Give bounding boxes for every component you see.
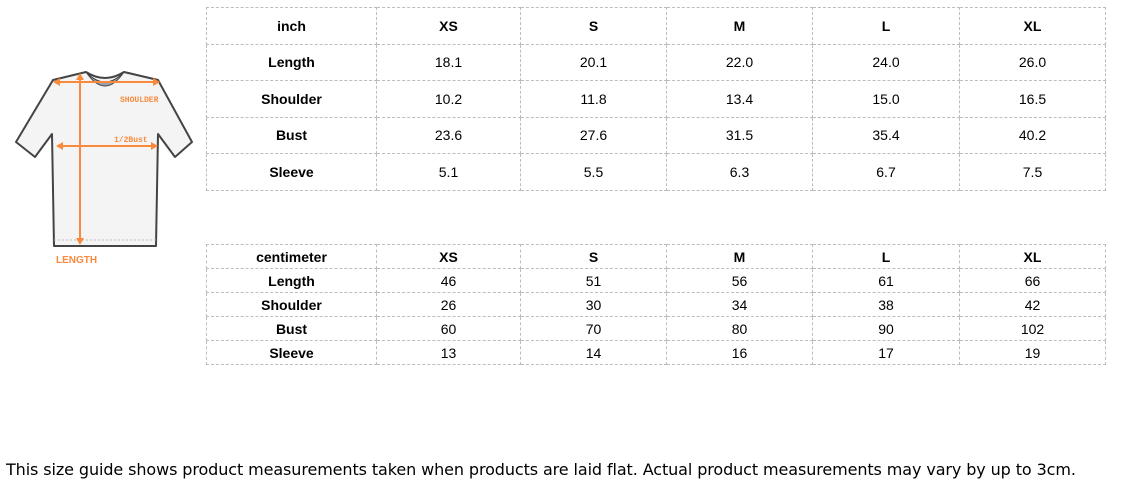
row-label: Length <box>206 43 377 81</box>
measurement-cell: 17 <box>812 340 960 365</box>
measurement-cell: 56 <box>666 268 813 293</box>
measurement-cell: 31.5 <box>666 116 813 154</box>
measurement-cell: 11.8 <box>520 80 667 118</box>
measurement-cell: 38 <box>812 292 960 317</box>
cm-size-table: centimeter XS S M L XL Length 46 51 56 61 66 S… <box>206 244 1106 365</box>
measurement-cell: 23.6 <box>376 116 521 154</box>
measurement-cell: 13 <box>376 340 521 365</box>
header-cell: L <box>812 7 960 45</box>
measurement-cell: 7.5 <box>959 153 1106 191</box>
table-row: Sleeve 13 14 16 17 19 <box>206 340 1106 365</box>
measurement-cell: 60 <box>376 316 521 341</box>
bust-label: 1/2Bust <box>114 136 148 145</box>
measurement-cell: 22.0 <box>666 43 813 81</box>
size-guide-note: This size guide shows product measuremen… <box>6 460 1076 479</box>
measurement-cell: 34 <box>666 292 813 317</box>
measurement-cell: 51 <box>520 268 667 293</box>
table-row: Shoulder 26 30 34 38 42 <box>206 292 1106 317</box>
header-cell: inch <box>206 7 377 45</box>
row-label: Sleeve <box>206 340 377 365</box>
measurement-cell: 10.2 <box>376 80 521 118</box>
header-cell: XS <box>376 7 521 45</box>
measurement-cell: 80 <box>666 316 813 341</box>
measurement-cell: 26 <box>376 292 521 317</box>
header-cell: XS <box>376 244 521 269</box>
measurement-cell: 102 <box>959 316 1106 341</box>
row-label: Bust <box>206 116 377 154</box>
tshirt-measurement-diagram: SHOULDER 1/2Bust LENGTH <box>15 71 193 266</box>
measurement-cell: 6.3 <box>666 153 813 191</box>
measurement-cell: 16 <box>666 340 813 365</box>
table-row: Bust 60 70 80 90 102 <box>206 316 1106 341</box>
measurement-cell: 24.0 <box>812 43 960 81</box>
measurement-cell: 5.1 <box>376 153 521 191</box>
header-cell: S <box>520 7 667 45</box>
measurement-cell: 42 <box>959 292 1106 317</box>
header-cell: L <box>812 244 960 269</box>
measurement-cell: 20.1 <box>520 43 667 81</box>
measurement-cell: 6.7 <box>812 153 960 191</box>
table-row: Sleeve 5.1 5.5 6.3 6.7 7.5 <box>206 153 1106 191</box>
row-label: Length <box>206 268 377 293</box>
table-header-row: inch XS S M L XL <box>206 7 1106 45</box>
table-header-row: centimeter XS S M L XL <box>206 244 1106 269</box>
row-label: Shoulder <box>206 292 377 317</box>
inch-size-table: inch XS S M L XL Length 18.1 20.1 22.0 24.0 2… <box>206 7 1106 191</box>
length-label: LENGTH <box>56 255 97 266</box>
table-row: Shoulder 10.2 11.8 13.4 15.0 16.5 <box>206 80 1106 118</box>
shoulder-label: SHOULDER <box>120 96 159 105</box>
measurement-cell: 14 <box>520 340 667 365</box>
measurement-cell: 19 <box>959 340 1106 365</box>
measurement-cell: 16.5 <box>959 80 1106 118</box>
row-label: Shoulder <box>206 80 377 118</box>
measurement-cell: 5.5 <box>520 153 667 191</box>
measurement-cell: 40.2 <box>959 116 1106 154</box>
table-row: Bust 23.6 27.6 31.5 35.4 40.2 <box>206 116 1106 154</box>
measurement-cell: 27.6 <box>520 116 667 154</box>
measurement-cell: 13.4 <box>666 80 813 118</box>
header-cell: M <box>666 7 813 45</box>
header-cell: M <box>666 244 813 269</box>
measurement-cell: 26.0 <box>959 43 1106 81</box>
measurement-cell: 90 <box>812 316 960 341</box>
table-row: Length 46 51 56 61 66 <box>206 268 1106 293</box>
header-cell: S <box>520 244 667 269</box>
measurement-cell: 30 <box>520 292 667 317</box>
measurement-cell: 46 <box>376 268 521 293</box>
header-cell: XL <box>959 7 1106 45</box>
table-row: Length 18.1 20.1 22.0 24.0 26.0 <box>206 43 1106 81</box>
measurement-cell: 66 <box>959 268 1106 293</box>
measurement-cell: 15.0 <box>812 80 960 118</box>
header-cell: centimeter <box>206 244 377 269</box>
row-label: Bust <box>206 316 377 341</box>
measurement-cell: 70 <box>520 316 667 341</box>
measurement-cell: 61 <box>812 268 960 293</box>
header-cell: XL <box>959 244 1106 269</box>
measurement-cell: 35.4 <box>812 116 960 154</box>
row-label: Sleeve <box>206 153 377 191</box>
measurement-cell: 18.1 <box>376 43 521 81</box>
